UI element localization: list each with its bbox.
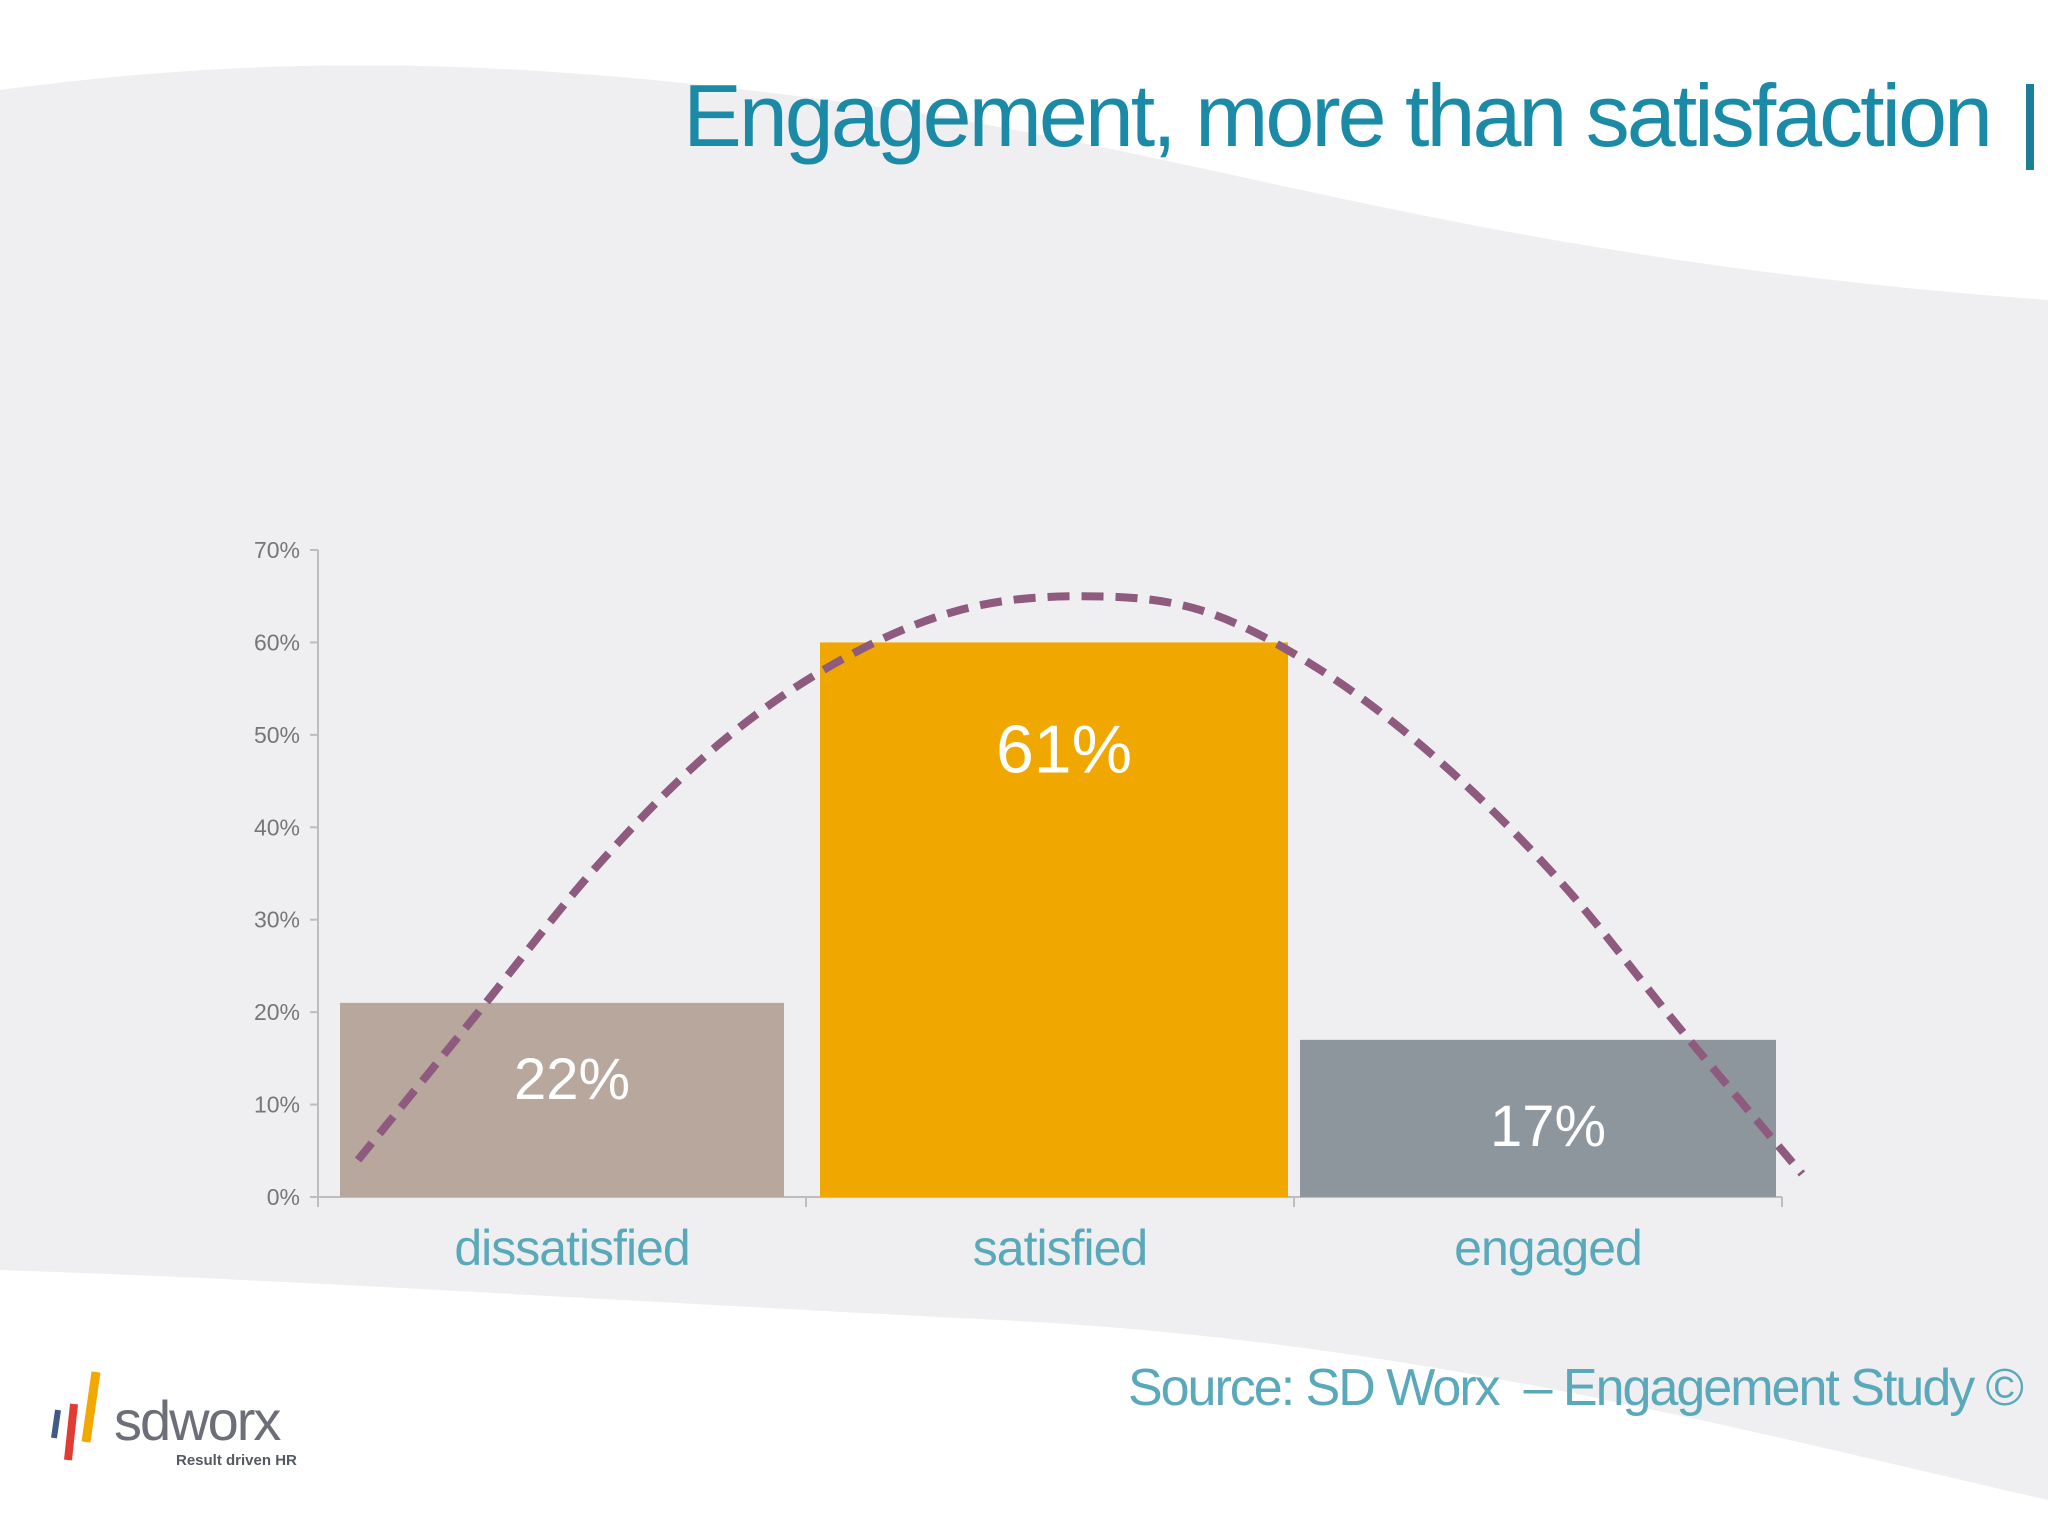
y-tick-label: 0% <box>267 1184 300 1210</box>
logo-tagline: Result driven HR <box>176 1452 297 1469</box>
chart-bars <box>340 642 1776 1197</box>
y-tick-label: 10% <box>254 1092 300 1118</box>
title-accent-bar <box>2026 84 2034 170</box>
sdworx-logo: sdworx Result driven HR <box>51 1371 297 1469</box>
category-label: dissatisfied <box>454 1220 689 1276</box>
logo-stroke-orange <box>81 1371 101 1443</box>
logo-wordmark: sdworx <box>114 1389 281 1452</box>
data-label: 22% <box>514 1047 630 1112</box>
slide-title: Engagement, more than satisfaction <box>683 66 1993 165</box>
y-tick-label: 40% <box>254 814 300 840</box>
chart-trend <box>354 592 1806 1177</box>
bar-dissatisfied <box>340 1002 784 1197</box>
data-label: 17% <box>1490 1094 1606 1159</box>
data-label: 61% <box>996 711 1132 787</box>
y-tick-label: 50% <box>254 722 300 748</box>
y-tick-label: 20% <box>254 999 300 1025</box>
bar-engaged <box>1300 1039 1776 1197</box>
category-label: engaged <box>1454 1220 1642 1276</box>
logo-stroke-blue <box>51 1409 61 1439</box>
category-label: satisfied <box>973 1220 1147 1276</box>
bar-satisfied <box>820 642 1288 1197</box>
y-tick-label: 60% <box>254 629 300 655</box>
y-tick-label: 30% <box>254 907 300 933</box>
logo-stroke-red <box>64 1403 78 1461</box>
trend-line <box>354 592 1806 1177</box>
y-tick-label: 70% <box>254 537 300 563</box>
chart-labels: 22% dissatisfied 61% satisfied 17% engaged <box>454 711 1643 1276</box>
source-note: Source: SD Worx – Engagement Study © <box>1127 1359 2024 1417</box>
chart-axes: 0% 10% 20% 30% 40% 50% 60% 70% <box>254 537 1783 1210</box>
